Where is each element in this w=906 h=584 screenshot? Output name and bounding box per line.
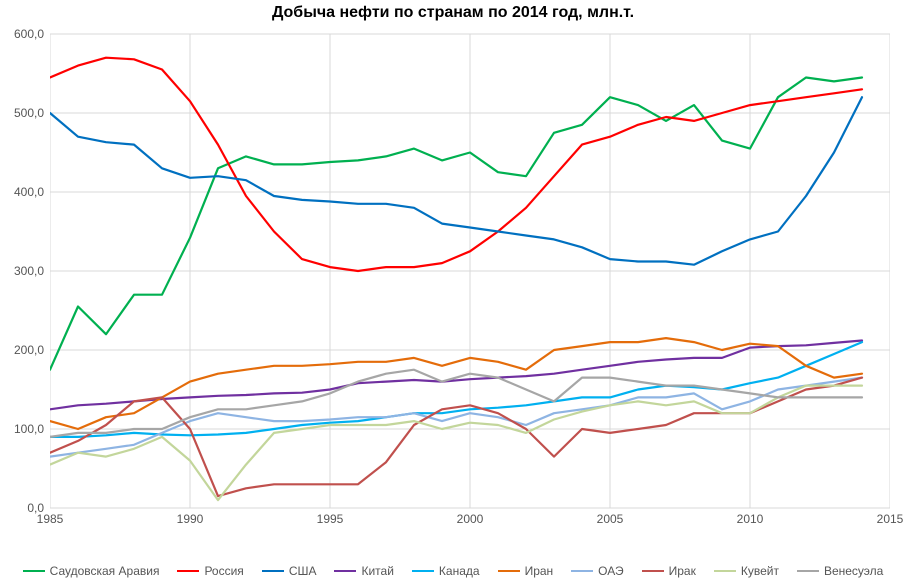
legend-label: Кувейт — [741, 564, 779, 578]
legend-item: Иран — [498, 564, 554, 578]
legend-swatch — [412, 570, 434, 573]
legend-item: Саудовская Аравия — [23, 564, 160, 578]
x-tick-label: 1995 — [317, 512, 344, 526]
chart-legend: Саудовская Аравия Россия США Китай Канада Ира… — [0, 564, 906, 578]
y-tick-label: 300,0 — [4, 264, 44, 278]
legend-item: Россия — [177, 564, 243, 578]
legend-swatch — [23, 570, 45, 573]
legend-item: ОАЭ — [571, 564, 623, 578]
legend-item: Канада — [412, 564, 480, 578]
legend-swatch — [498, 570, 520, 573]
series-line — [50, 97, 862, 265]
legend-label: Россия — [204, 564, 243, 578]
legend-label: Саудовская Аравия — [50, 564, 160, 578]
chart-title: Добыча нефти по странам по 2014 год, млн… — [0, 0, 906, 26]
series-line — [50, 386, 862, 501]
legend-swatch — [642, 570, 664, 573]
y-tick-label: 200,0 — [4, 343, 44, 357]
legend-label: Китай — [361, 564, 393, 578]
oil-production-chart: Добыча нефти по странам по 2014 год, млн… — [0, 0, 906, 584]
legend-swatch — [797, 570, 819, 573]
chart-svg — [50, 28, 890, 528]
x-tick-label: 2000 — [457, 512, 484, 526]
legend-label: Венесуэла — [824, 564, 883, 578]
x-tick-label: 1985 — [37, 512, 64, 526]
legend-swatch — [571, 570, 593, 573]
y-tick-label: 400,0 — [4, 185, 44, 199]
series-line — [50, 341, 862, 410]
x-tick-label: 1990 — [177, 512, 204, 526]
legend-swatch — [177, 570, 199, 573]
legend-item: США — [262, 564, 317, 578]
legend-item: Кувейт — [714, 564, 779, 578]
y-tick-label: 100,0 — [4, 422, 44, 436]
series-line — [50, 78, 862, 370]
y-tick-label: 600,0 — [4, 27, 44, 41]
legend-label: Иран — [525, 564, 554, 578]
legend-label: Ирак — [669, 564, 696, 578]
legend-swatch — [714, 570, 736, 573]
x-tick-label: 2005 — [597, 512, 624, 526]
legend-label: Канада — [439, 564, 480, 578]
series-line — [50, 342, 862, 437]
series-line — [50, 378, 862, 497]
legend-item: Китай — [334, 564, 393, 578]
plot-area — [50, 28, 890, 528]
legend-swatch — [262, 570, 284, 573]
legend-swatch — [334, 570, 356, 573]
legend-item: Ирак — [642, 564, 696, 578]
legend-label: США — [289, 564, 317, 578]
y-tick-label: 500,0 — [4, 106, 44, 120]
legend-item: Венесуэла — [797, 564, 883, 578]
legend-label: ОАЭ — [598, 564, 623, 578]
series-line — [50, 58, 862, 271]
x-tick-label: 2015 — [877, 512, 904, 526]
x-tick-label: 2010 — [737, 512, 764, 526]
